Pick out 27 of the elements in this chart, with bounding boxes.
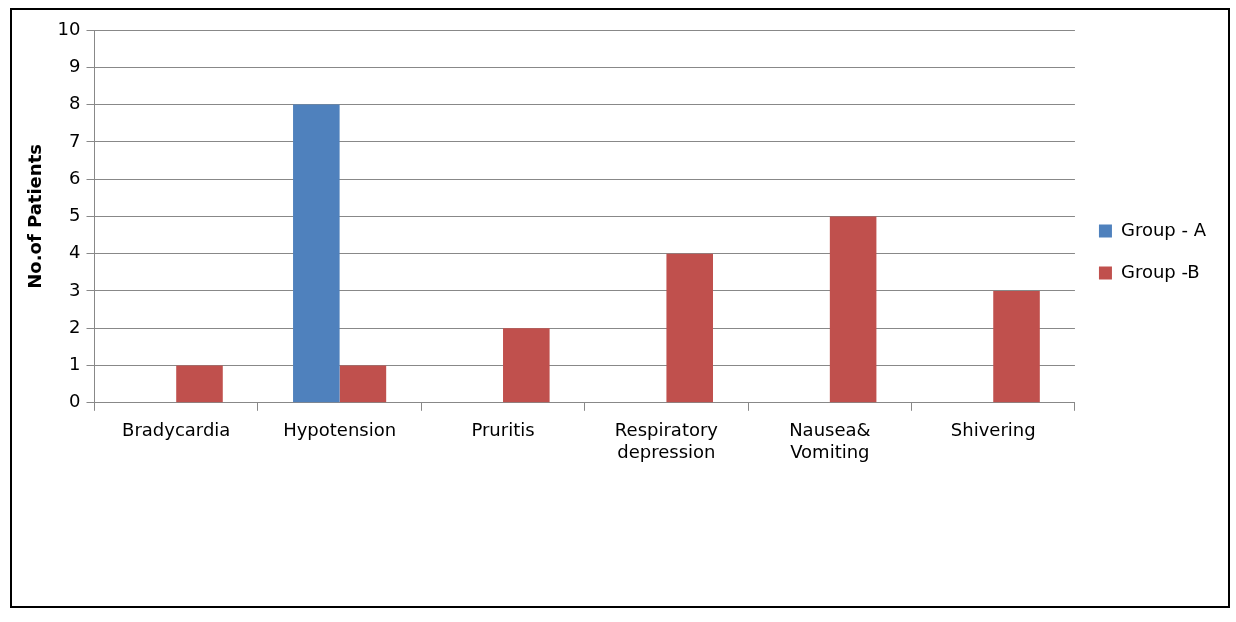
bar (339, 365, 387, 403)
y-tick-label: 8 (69, 92, 81, 114)
bar (176, 365, 223, 403)
y-tick-label: 2 (69, 315, 81, 337)
x-tick-label: Shivering (950, 419, 1036, 441)
y-tick-label: 5 (69, 204, 81, 226)
y-tick-label: 4 (69, 241, 81, 263)
x-tick-label: Respiratory depression (614, 419, 719, 462)
bar (829, 216, 877, 403)
legend-label: Group -B (1120, 260, 1200, 282)
y-tick-label: 1 (69, 353, 81, 375)
bar (503, 328, 550, 403)
y-tick-label: 10 (57, 17, 81, 39)
bar (293, 104, 340, 403)
x-tick-label: Nausea& Vomiting (789, 419, 871, 462)
y-tick-label: 6 (69, 166, 81, 188)
x-tick-label: Bradycardia (122, 419, 231, 441)
bar (993, 290, 1040, 403)
y-tick-label: 9 (69, 54, 81, 76)
legend-label: Group - A (1120, 218, 1207, 240)
y-tick-label: 7 (69, 129, 81, 151)
y-axis-title: No.of Patients (24, 144, 46, 289)
y-tick-label: 0 (69, 390, 81, 412)
x-tick-label: Hypotension (283, 419, 397, 441)
x-tick-label: Pruritis (471, 419, 535, 441)
bar (666, 253, 713, 403)
y-tick-label: 3 (69, 278, 81, 300)
